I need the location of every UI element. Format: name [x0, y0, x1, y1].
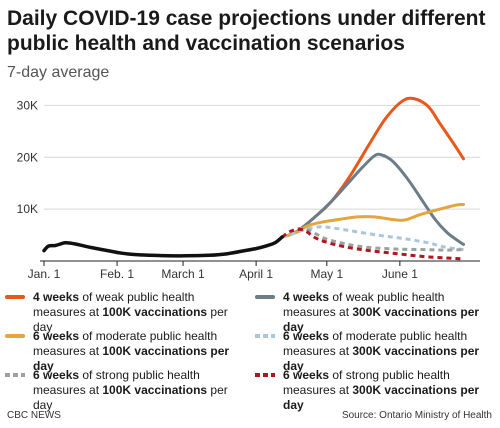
legend-label-part: of weak public health measures at [283, 290, 445, 319]
x-tick-label: June 1 [382, 267, 418, 281]
chart-subtitle: 7-day average [7, 64, 110, 81]
source-credit: Source: Ontario Ministry of Health [341, 410, 492, 421]
legend-label: 6 weeks of moderate public health measur… [283, 329, 498, 374]
legend-swatch [5, 373, 25, 377]
legend-label-part: 100K vaccinations per day [33, 344, 230, 373]
legend-label-part: 6 weeks [283, 329, 330, 343]
series-line-moderate-300k [281, 225, 464, 252]
legend-label-part: 4 weeks [283, 290, 330, 304]
legend-label-part: 6 weeks [33, 329, 80, 343]
legend-label-part: per day [33, 305, 228, 334]
legend-label: 6 weeks of strong public health measures… [33, 368, 248, 413]
y-tick-label: 10K [17, 202, 38, 216]
y-tick-label: 30K [17, 98, 38, 112]
legend-swatch [255, 295, 275, 299]
legend-label: 4 weeks of weak public health measures a… [283, 290, 498, 335]
legend-label-part: 6 weeks [33, 368, 80, 382]
legend-swatch [255, 334, 275, 338]
legend-label: 6 weeks of strong public health measures… [283, 368, 498, 413]
series-line-actual [42, 235, 284, 258]
legend-swatch [5, 334, 25, 338]
x-tick-label: Jan. 1 [28, 267, 61, 281]
series-line-moderate-100k [280, 202, 465, 239]
legend-label-part: 300K vaccinations per day [283, 344, 480, 373]
legend-label-part: of moderate public health measures at [283, 329, 468, 358]
series-line-weak-300k [280, 152, 465, 246]
line-chart: 10K 20K 30K Jan. 1 Feb. 1 March 1 April 1 May 1… [17, 96, 480, 281]
x-tick-label: April 1 [239, 267, 273, 281]
y-tick-label: 20K [17, 150, 38, 164]
x-tick-label: May 1 [310, 267, 343, 281]
legend-label-part: 100K vaccinations [102, 305, 208, 319]
legend-label-part: 6 weeks [283, 368, 330, 382]
legend-swatch [255, 373, 275, 377]
legend-label-part: of strong public health measures at [33, 368, 200, 397]
series-line-strong-300k [281, 227, 464, 261]
x-tick-label: Feb. 1 [100, 267, 134, 281]
legend-label: 6 weeks of moderate public health measur… [33, 329, 248, 374]
legend-label-part: of strong public health measures at [283, 368, 450, 397]
legend-label: 4 weeks of weak public health measures a… [33, 290, 248, 335]
x-tick-label: March 1 [161, 267, 205, 281]
legend-label-part: 4 weeks [33, 290, 80, 304]
news-credit: CBC NEWS [7, 410, 61, 421]
legend-swatch [5, 295, 25, 299]
legend-label-part: 300K vaccinations per day [283, 305, 480, 334]
legend-label-part: 300K vaccinations per day [283, 383, 480, 412]
legend-label-part: 100K vaccinations [102, 383, 208, 397]
series-line-strong-100k [281, 226, 464, 252]
legend-label-part: of weak public health measures at [33, 290, 195, 319]
chart-title: Daily COVID-19 case projections under di… [7, 7, 486, 55]
legend-label-part: of moderate public health measures at [33, 329, 218, 358]
legend-label-part: per day [33, 383, 228, 412]
